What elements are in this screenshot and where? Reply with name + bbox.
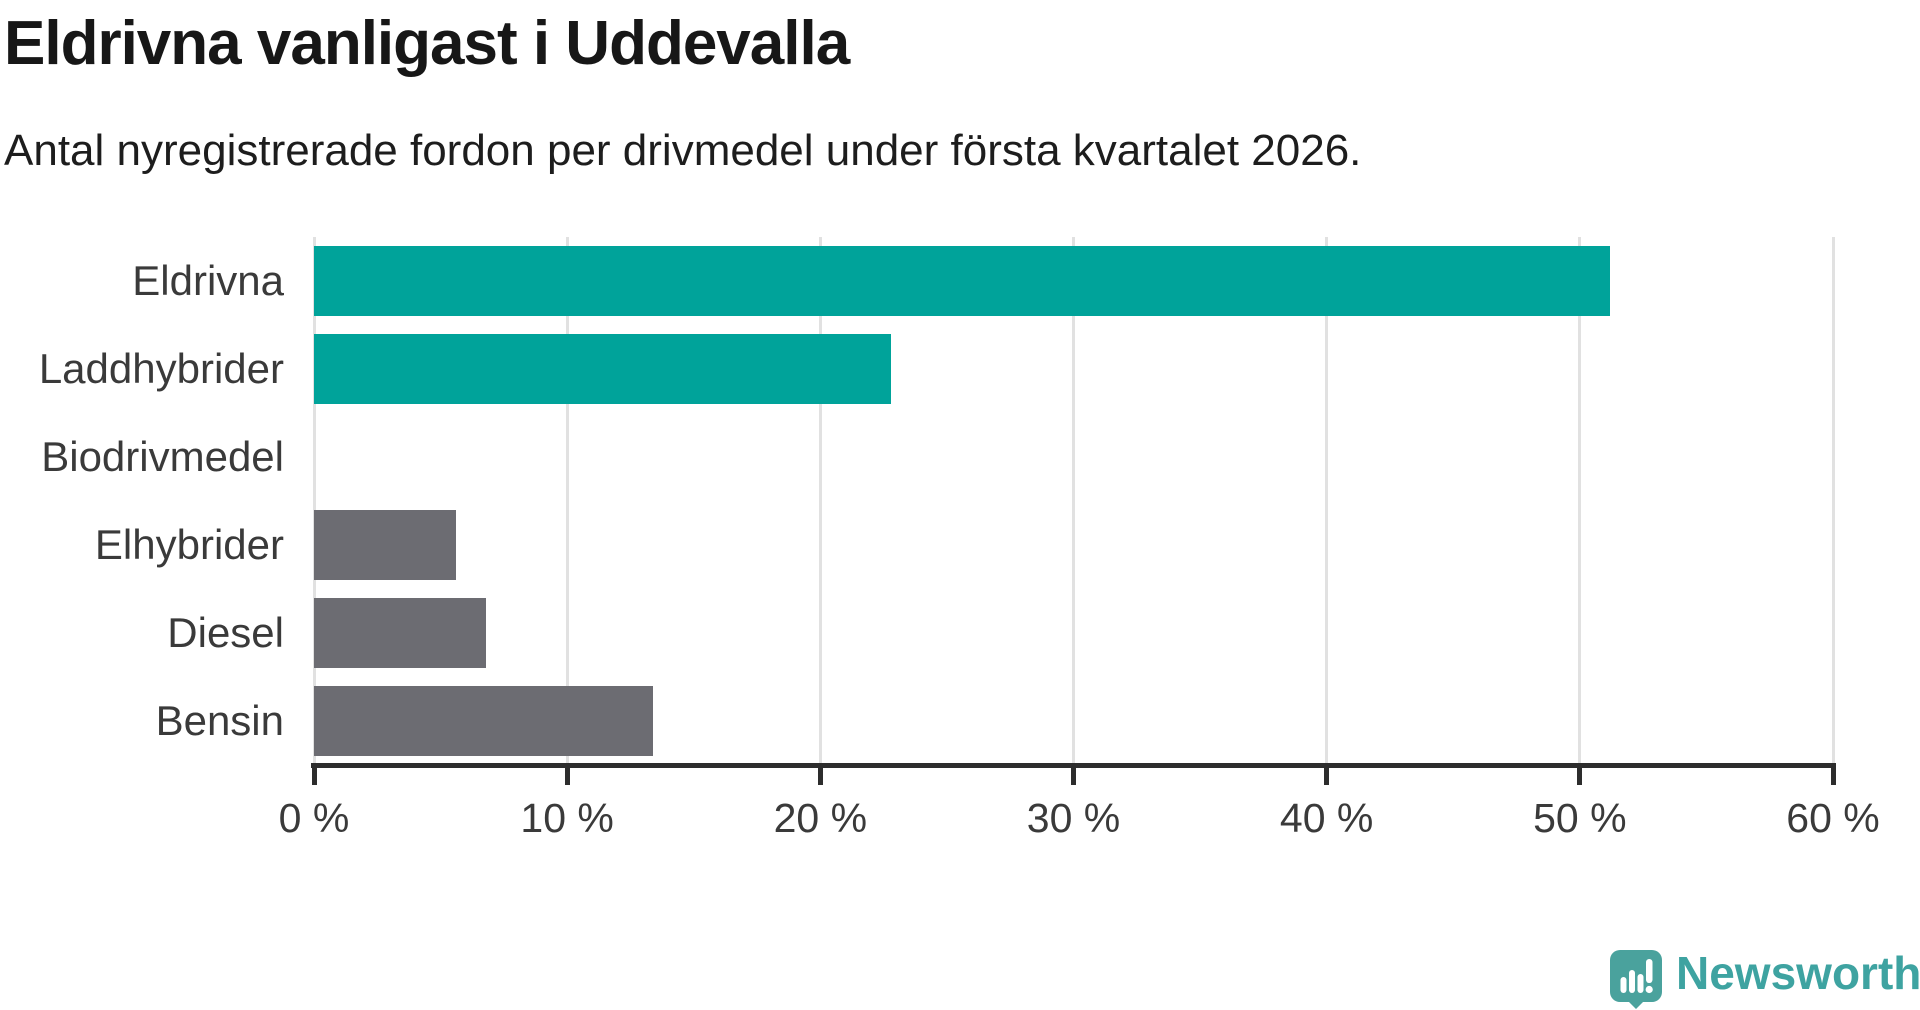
chart-title: Eldrivna vanligast i Uddevalla <box>4 9 850 78</box>
gridline <box>1072 237 1075 763</box>
gridline <box>312 237 316 763</box>
gridline <box>1831 237 1835 763</box>
x-tick-label: 10 % <box>520 795 614 841</box>
bar-diesel <box>314 598 487 668</box>
newsworthy-logo-icon <box>1610 950 1662 1009</box>
gridline <box>818 237 822 763</box>
x-axis-tick <box>1830 768 1836 785</box>
gridline <box>565 237 569 763</box>
bar-elhybrider <box>314 510 456 580</box>
x-tick-label: 50 % <box>1533 795 1627 841</box>
bar-eldrivna <box>314 246 1611 316</box>
x-axis-line <box>311 763 1836 768</box>
category-label: Diesel <box>167 609 284 656</box>
category-label: Biodrivmedel <box>41 433 284 480</box>
x-tick-label: 40 % <box>1279 795 1374 841</box>
chart-subtitle: Antal nyregistrerade fordon per drivmede… <box>4 126 1362 175</box>
x-tick-label: 20 % <box>773 795 868 841</box>
x-axis-tick <box>1577 768 1583 785</box>
category-label: Eldrivna <box>132 257 284 304</box>
category-label: Elhybrider <box>94 521 284 568</box>
x-axis-tick <box>311 768 317 785</box>
x-axis-tick <box>817 768 823 785</box>
x-axis-tick <box>1071 768 1076 785</box>
category-label: Bensin <box>155 697 284 744</box>
gridline <box>1578 237 1582 763</box>
x-tick-label: 30 % <box>1026 795 1121 841</box>
bar-bensin <box>314 686 654 756</box>
x-tick-label: 0 % <box>278 795 350 841</box>
bar-laddhybrider <box>314 334 892 404</box>
newsworthy-logo-text: Newsworthy <box>1676 947 1920 999</box>
category-label: Laddhybrider <box>38 345 284 392</box>
x-axis-tick <box>564 768 570 785</box>
x-tick-label: 60 % <box>1786 795 1880 841</box>
gridline <box>1325 237 1329 763</box>
x-axis-tick <box>1324 768 1330 785</box>
